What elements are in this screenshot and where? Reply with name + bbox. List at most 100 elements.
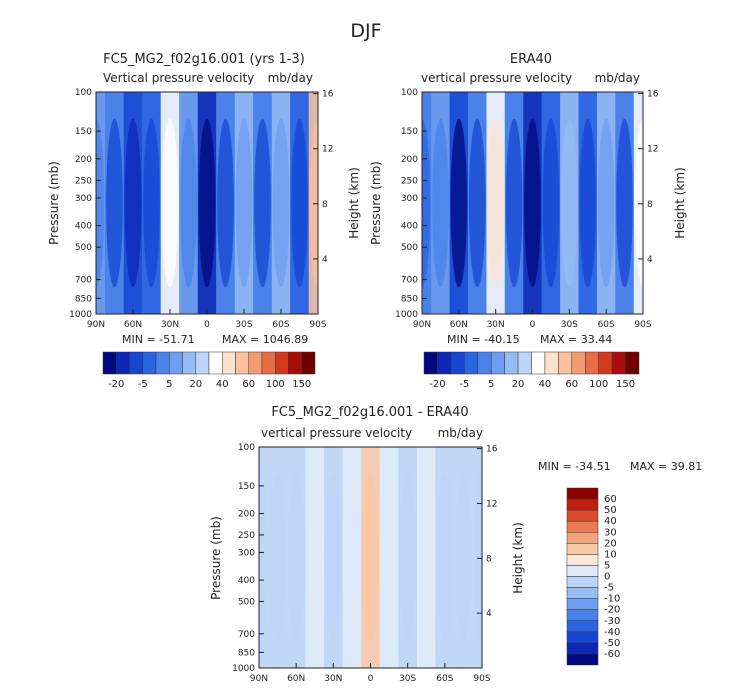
colorbar-label: 150 bbox=[292, 379, 311, 390]
heat-core bbox=[143, 118, 160, 288]
colorbar-swatch bbox=[558, 351, 573, 375]
panel-model-plot: 90N 60N 30N 0 30S 60S 90S 100 150 200 250 300 400 500… bbox=[69, 88, 334, 330]
x-tick-label: 30S bbox=[399, 674, 416, 684]
y2-tick-label: 12 bbox=[486, 499, 497, 509]
x-tick-label: 60N bbox=[287, 674, 305, 684]
heat-core bbox=[161, 118, 179, 288]
y2-tick-label: 12 bbox=[322, 145, 333, 155]
y-tick-label: 700 bbox=[75, 276, 92, 286]
y-tick-label: 850 bbox=[238, 648, 255, 658]
heat-core bbox=[180, 118, 197, 288]
heat-core bbox=[579, 118, 597, 288]
y-tick-label: 500 bbox=[401, 243, 418, 253]
colorbar-label: 60 bbox=[242, 379, 255, 390]
y-tick-label: 250 bbox=[401, 176, 418, 186]
colorbar-swatch bbox=[566, 598, 599, 610]
y2-tick-label: 12 bbox=[647, 145, 658, 155]
colorbar-swatch bbox=[504, 351, 519, 375]
heat-core bbox=[324, 473, 342, 642]
colorbar-swatch bbox=[155, 351, 170, 375]
heat-core bbox=[422, 118, 431, 288]
heat-core bbox=[473, 473, 482, 642]
colorbar-label: 20 bbox=[512, 379, 525, 390]
colorbar-label: -10 bbox=[604, 594, 620, 605]
colorbar-swatch bbox=[566, 631, 599, 644]
y-tick-label: 300 bbox=[401, 194, 418, 204]
heat-core bbox=[432, 118, 449, 288]
heat-core bbox=[309, 118, 318, 288]
colorbar-label: 40 bbox=[539, 379, 552, 390]
x-tick-label: 0 bbox=[204, 320, 210, 330]
panel-model-min: MIN = -51.71 bbox=[122, 333, 195, 346]
x-tick-label: 60N bbox=[450, 320, 468, 330]
colorbar-label: -5 bbox=[459, 379, 469, 390]
y2-tick-label: 16 bbox=[647, 90, 659, 100]
panel-obs-title: ERA40 bbox=[510, 52, 552, 67]
colorbar-label: 20 bbox=[604, 538, 617, 549]
panel-obs-plot: 90N 60N 30N 0 30S 60S 90S 100 150 200 250 300 400 500… bbox=[395, 88, 659, 330]
colorbar-swatch bbox=[288, 351, 302, 375]
panel-diff: FC5_MG2_f02g16.001 - ERA40 vertical pres… bbox=[209, 405, 702, 684]
heat-core bbox=[505, 118, 523, 288]
colorbar-swatch bbox=[517, 351, 532, 375]
colorbar-label: 40 bbox=[604, 516, 617, 527]
page-title: DJF bbox=[350, 20, 381, 42]
heat-core bbox=[235, 118, 253, 288]
colorbar-label: 40 bbox=[216, 379, 229, 390]
colorbar-swatch bbox=[566, 520, 599, 533]
colorbar-swatch bbox=[275, 351, 289, 375]
panel-obs-units: mb/day bbox=[595, 71, 640, 85]
y-tick-label: 850 bbox=[401, 294, 418, 304]
panel-obs-y2label: Height (km) bbox=[673, 167, 687, 238]
colorbar-swatch bbox=[566, 609, 599, 621]
colorbar-swatch bbox=[566, 543, 599, 555]
panel-diff-ylabel: Pressure (mb) bbox=[209, 516, 223, 600]
heat-core bbox=[450, 118, 468, 288]
panel-model: FC5_MG2_f02g16.001 (yrs 1-3) Vertical pr… bbox=[47, 52, 361, 390]
heat-core bbox=[106, 118, 123, 288]
heat-core bbox=[272, 118, 290, 288]
colorbar-swatch bbox=[531, 351, 546, 375]
heat-core bbox=[254, 118, 271, 288]
colorbar-label: 60 bbox=[565, 379, 578, 390]
colorbar-swatch bbox=[566, 653, 599, 666]
colorbar-swatch bbox=[301, 351, 316, 375]
heat-core bbox=[616, 118, 633, 288]
x-tick-label: 90N bbox=[87, 320, 105, 330]
colorbar-label: 100 bbox=[266, 379, 285, 390]
x-tick-label: 90S bbox=[309, 320, 326, 330]
y-tick-label: 1000 bbox=[232, 664, 255, 674]
heat-core bbox=[417, 473, 435, 642]
panel-diff-title: FC5_MG2_f02g16.001 - ERA40 bbox=[271, 405, 468, 420]
x-tick-label: 30N bbox=[161, 320, 179, 330]
y-tick-label: 1000 bbox=[69, 310, 92, 320]
colorbar-swatch bbox=[261, 351, 276, 375]
colorbar-label: 5 bbox=[166, 379, 172, 390]
heat-core bbox=[124, 118, 142, 288]
colorbar-label: 50 bbox=[604, 505, 617, 516]
y-tick-label: 500 bbox=[238, 597, 255, 607]
y-tick-label: 200 bbox=[75, 155, 92, 165]
heat-core bbox=[269, 473, 286, 642]
panel-obs-min: MIN = -40.15 bbox=[447, 333, 520, 346]
heat-core bbox=[597, 118, 615, 288]
x-tick-label: 90S bbox=[473, 674, 490, 684]
colorbar-swatch bbox=[598, 351, 613, 375]
panel-diff-plot: 90N 60N 30N 0 30S 60S 90S 100 150 200 250 300 400 500… bbox=[232, 443, 498, 684]
heat-core bbox=[524, 118, 541, 288]
colorbar-swatch bbox=[544, 351, 559, 375]
y-tick-label: 400 bbox=[401, 222, 418, 232]
y-tick-label: 250 bbox=[238, 531, 255, 541]
colorbar-swatch bbox=[142, 351, 157, 375]
colorbar-label: 100 bbox=[589, 379, 608, 390]
colorbar-label: -50 bbox=[604, 638, 620, 649]
colorbar-swatch bbox=[235, 351, 249, 375]
x-tick-label: 60S bbox=[272, 320, 289, 330]
panel-diff-variable: vertical pressure velocity bbox=[261, 426, 412, 440]
colorbar-label: 150 bbox=[616, 379, 635, 390]
x-tick-label: 90N bbox=[413, 320, 431, 330]
panel-obs: ERA40 vertical pressure velocity mb/day … bbox=[369, 52, 687, 390]
colorbar-label: 0 bbox=[604, 572, 610, 583]
y-tick-label: 850 bbox=[75, 294, 92, 304]
